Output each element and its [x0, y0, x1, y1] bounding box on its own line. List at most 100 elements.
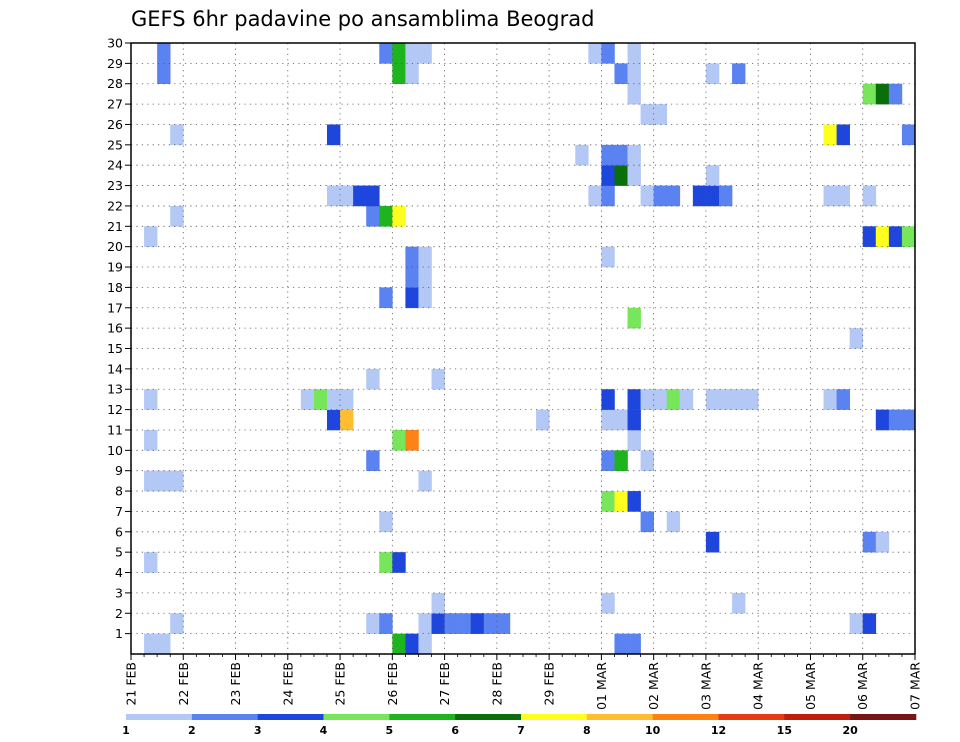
heatmap-cell: [627, 165, 641, 186]
heatmap-cell: [340, 409, 354, 431]
y-tick-label: 5: [115, 545, 123, 560]
heatmap-cell: [640, 185, 654, 207]
heatmap-cell: [627, 43, 641, 64]
heatmap-cell: [431, 592, 445, 614]
heatmap-cell: [601, 144, 615, 166]
y-tick-label: 16: [107, 321, 123, 336]
y-tick-label: 3: [115, 585, 123, 600]
heatmap-cell: [536, 409, 550, 431]
heatmap-cell: [862, 226, 877, 247]
heatmap-cell: [379, 552, 393, 573]
heatmap-cell: [496, 613, 511, 634]
heatmap-cell: [601, 43, 615, 64]
heatmap-cell: [705, 63, 720, 85]
colorbar: 1 2 3 4 5 6 7 8 10 12 15 20: [122, 714, 917, 737]
heatmap-cell: [888, 226, 903, 247]
heatmap-cell: [366, 450, 380, 471]
gridlines: [131, 43, 915, 654]
colorbar-label: 8: [583, 724, 591, 737]
heatmap-cell: [875, 226, 890, 247]
heatmap-cell: [627, 144, 641, 166]
y-tick-label: 19: [107, 260, 123, 275]
heatmap-cell: [640, 450, 654, 471]
y-tick-label: 7: [115, 504, 123, 519]
x-tick-label: 06 MAR: [855, 662, 870, 710]
heatmap-cell: [627, 633, 641, 655]
heatmap-cell: [327, 124, 341, 146]
heatmap-cell: [340, 389, 354, 410]
x-tick-label: 02 MAR: [646, 662, 661, 710]
heatmap-cell: [732, 592, 746, 614]
heatmap-cell: [627, 409, 641, 431]
y-tick-label: 23: [107, 178, 123, 193]
colorbar-swatch: [784, 714, 851, 720]
y-tick-label: 21: [107, 219, 123, 234]
heatmap-cell: [392, 43, 406, 64]
colorbar-label: 10: [645, 724, 661, 737]
heatmap-cell: [170, 205, 184, 227]
heatmap-cell: [392, 429, 406, 451]
heatmap-cell: [144, 552, 158, 573]
y-tick-label: 13: [107, 382, 123, 397]
colorbar-label: 5: [386, 724, 394, 737]
y-tick-label: 30: [107, 36, 123, 51]
heatmap-cell: [653, 185, 668, 207]
y-tick-label: 17: [107, 300, 123, 315]
heatmap-cell: [614, 633, 628, 655]
heatmap-cell: [483, 613, 498, 634]
heatmap-cell: [640, 389, 654, 410]
heatmap-cell: [379, 205, 393, 227]
x-axis-ticks: 21 FEB 22 FEB 23 FEB 24 FEB 25 FEB 26 FEB 27 F…: [124, 654, 923, 710]
heatmap-cell: [888, 409, 903, 431]
y-tick-label: 8: [115, 484, 123, 499]
heatmap-cell: [627, 307, 641, 329]
heatmap-cell: [614, 409, 628, 431]
heatmap-cell: [836, 124, 850, 146]
heatmap-cell: [601, 491, 615, 512]
heatmap-cell: [601, 592, 615, 614]
x-tick-label: 25 FEB: [333, 662, 348, 706]
heatmap-cell: [405, 429, 419, 451]
heatmap-cell: [144, 470, 158, 492]
colorbar-swatch: [455, 714, 522, 720]
y-tick-label: 1: [115, 626, 123, 641]
heatmap-cell: [901, 124, 916, 146]
heatmap-cell: [392, 63, 406, 85]
heatmap-cell: [405, 43, 419, 64]
heatmap-cell: [418, 246, 432, 268]
heatmap-cell: [692, 185, 707, 207]
heatmap-cell: [588, 185, 602, 207]
colorbar-label: 4: [320, 724, 328, 737]
colorbar-label: 20: [843, 724, 859, 737]
heatmap-cell: [627, 63, 641, 85]
x-tick-label: 28 FEB: [489, 662, 504, 706]
heatmap-cell: [732, 63, 746, 85]
heatmap-cell: [719, 185, 733, 207]
heatmap-cell: [327, 185, 341, 207]
heatmap-cell: [823, 389, 837, 410]
y-tick-label: 4: [115, 565, 123, 580]
heatmap-cell: [144, 633, 158, 655]
heatmap-cell: [627, 389, 641, 410]
heatmap-cell: [170, 124, 184, 146]
heatmap-cell: [836, 185, 850, 207]
x-tick-label: 27 FEB: [437, 662, 452, 706]
heatmap-cell: [170, 613, 184, 634]
x-tick-label: 29 FEB: [542, 662, 557, 706]
heatmap-cell: [719, 389, 733, 410]
heatmap-cell: [666, 185, 681, 207]
heatmap-cell: [627, 491, 641, 512]
heatmap-cell: [601, 389, 615, 410]
heatmap-cell: [601, 165, 615, 186]
colorbar-label: 6: [451, 724, 459, 737]
y-tick-label: 27: [107, 97, 123, 112]
colorbar-swatch: [586, 714, 653, 720]
x-tick-label: 04 MAR: [751, 662, 766, 710]
x-tick-label: 05 MAR: [803, 662, 818, 710]
x-tick-label: 07 MAR: [908, 662, 923, 710]
y-tick-label: 12: [107, 402, 123, 417]
heatmap-cell: [392, 552, 406, 573]
heatmap-cell: [300, 389, 315, 410]
heatmap-cell: [875, 409, 890, 431]
heatmap-cell: [431, 368, 445, 390]
